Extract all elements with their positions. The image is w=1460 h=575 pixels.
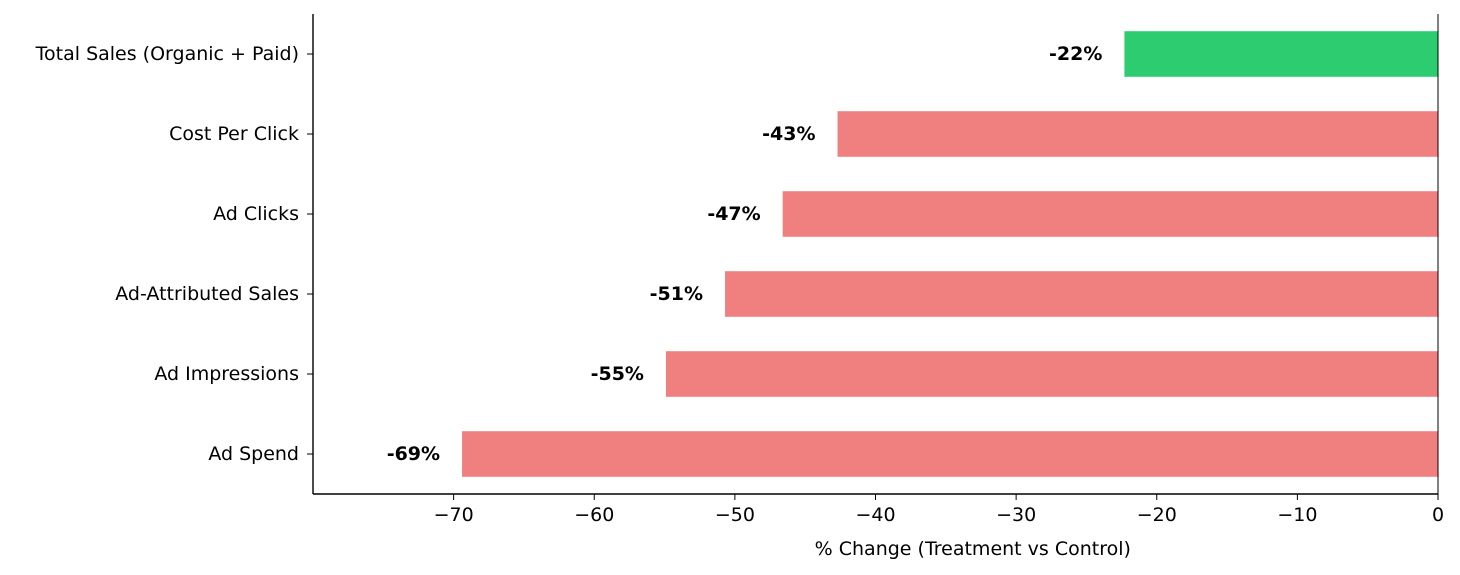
y-axis: Total Sales (Organic + Paid) Cost Per Cli… (35, 14, 314, 494)
data-label: -51% (650, 283, 703, 305)
category-label: Ad Impressions (154, 363, 299, 385)
bars-group (462, 31, 1438, 477)
x-axis-title: % Change (Treatment vs Control) (815, 538, 1131, 560)
x-axis: −70 −60 −50 −40 −30 −20 −10 0 (313, 493, 1444, 526)
bar (782, 191, 1438, 237)
category-label: Cost Per Click (169, 123, 299, 145)
x-tick-label: −30 (996, 504, 1036, 526)
x-tick-label: −20 (1137, 504, 1177, 526)
data-label: -69% (387, 443, 440, 465)
bar (665, 351, 1438, 397)
bar (1124, 31, 1438, 77)
category-label: Ad Spend (208, 443, 299, 465)
x-tick-label: −60 (574, 504, 614, 526)
data-label: -47% (707, 203, 760, 225)
bar (837, 111, 1438, 157)
x-tick-label: −10 (1277, 504, 1317, 526)
x-tick-label: −70 (434, 504, 474, 526)
data-label: -22% (1049, 43, 1102, 65)
data-label: -43% (762, 123, 815, 145)
category-label: Ad-Attributed Sales (115, 283, 299, 305)
x-tick-label: −40 (855, 504, 895, 526)
category-label: Ad Clicks (213, 203, 299, 225)
x-tick-label: −50 (715, 504, 755, 526)
bar (725, 271, 1438, 317)
bar (462, 431, 1438, 477)
data-label: -55% (591, 363, 644, 385)
category-label: Total Sales (Organic + Paid) (35, 43, 299, 65)
x-tick-label: 0 (1432, 504, 1444, 526)
data-labels-group: -22% -43% -47% -51% -55% -69% (387, 43, 1103, 465)
